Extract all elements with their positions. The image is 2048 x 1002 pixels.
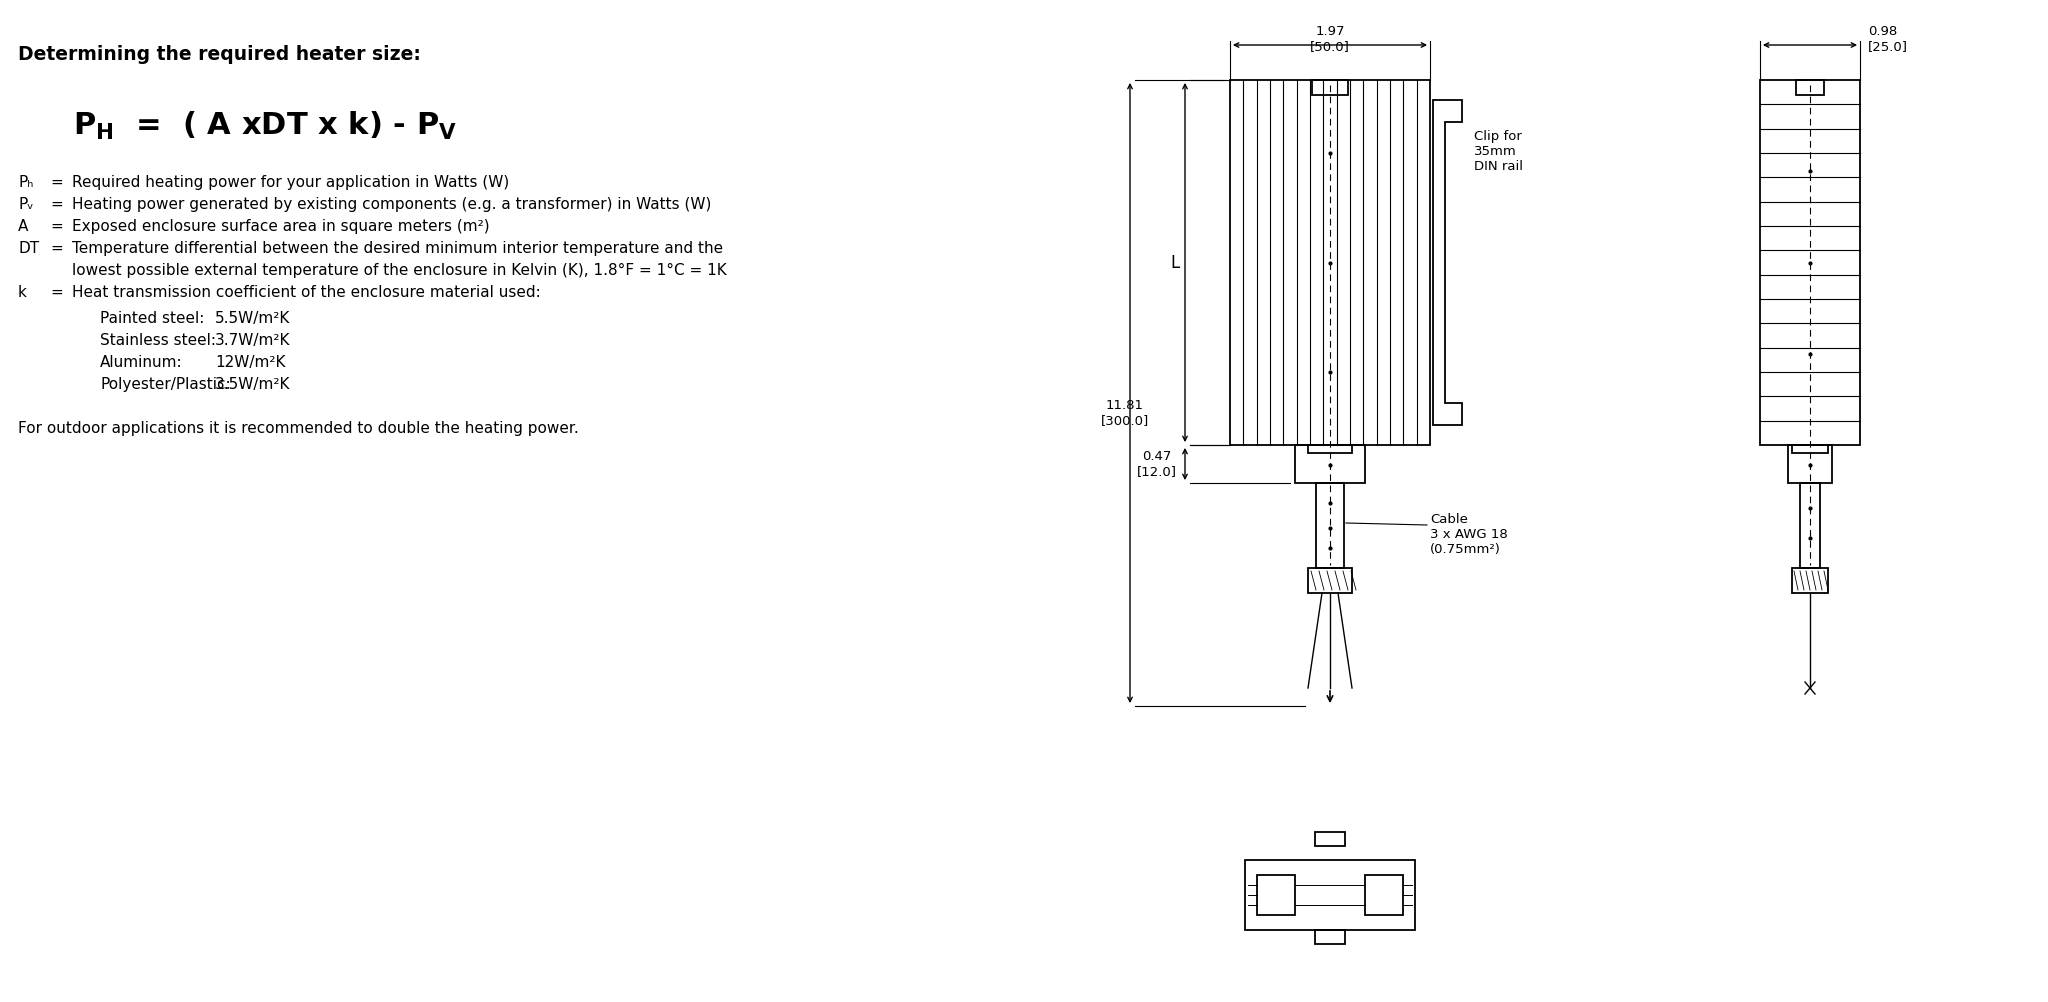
Text: =: = bbox=[49, 197, 63, 212]
Text: 0.98
[25.0]: 0.98 [25.0] bbox=[1868, 25, 1909, 53]
Text: 3.7W/m²K: 3.7W/m²K bbox=[215, 333, 291, 348]
Bar bbox=[1231, 80, 1430, 445]
Text: =: = bbox=[49, 219, 63, 234]
Bar bbox=[1788, 445, 1833, 483]
Text: =: = bbox=[49, 285, 63, 300]
Text: k: k bbox=[18, 285, 27, 300]
Text: Pₕ: Pₕ bbox=[18, 175, 33, 190]
Text: 0.47
[12.0]: 0.47 [12.0] bbox=[1137, 450, 1178, 478]
Text: Clip for
35mm
DIN rail: Clip for 35mm DIN rail bbox=[1475, 130, 1524, 173]
Text: 5.5W/m²K: 5.5W/m²K bbox=[215, 311, 291, 326]
Text: DT: DT bbox=[18, 241, 39, 256]
Bar bbox=[1800, 483, 1821, 568]
Bar bbox=[1315, 930, 1346, 944]
Text: Stainless steel:: Stainless steel: bbox=[100, 333, 215, 348]
Text: =: = bbox=[49, 175, 63, 190]
Text: Aluminum:: Aluminum: bbox=[100, 355, 182, 370]
Bar bbox=[1294, 445, 1366, 483]
Text: Temperature differential between the desired minimum interior temperature and th: Temperature differential between the des… bbox=[72, 241, 723, 256]
Text: Heat transmission coefficient of the enclosure material used:: Heat transmission coefficient of the enc… bbox=[72, 285, 541, 300]
Text: Pᵥ: Pᵥ bbox=[18, 197, 33, 212]
Text: 12W/m²K: 12W/m²K bbox=[215, 355, 285, 370]
Text: =: = bbox=[49, 241, 63, 256]
Bar bbox=[1759, 80, 1860, 445]
Bar bbox=[1792, 445, 1829, 453]
Text: Polyester/Plastic:: Polyester/Plastic: bbox=[100, 377, 231, 392]
Bar bbox=[1309, 445, 1352, 453]
Text: 3.5W/m²K: 3.5W/m²K bbox=[215, 377, 291, 392]
Bar bbox=[1796, 80, 1825, 95]
Text: 1.97
[50.0]: 1.97 [50.0] bbox=[1311, 25, 1350, 53]
Text: Required heating power for your application in Watts (W): Required heating power for your applicat… bbox=[72, 175, 510, 190]
Bar bbox=[1315, 832, 1346, 846]
Bar bbox=[1257, 875, 1294, 915]
Text: L: L bbox=[1169, 254, 1180, 272]
Bar bbox=[1792, 568, 1829, 593]
Text: A: A bbox=[18, 219, 29, 234]
Text: Heating power generated by existing components (e.g. a transformer) in Watts (W): Heating power generated by existing comp… bbox=[72, 197, 711, 212]
Text: Cable
3 x AWG 18
(0.75mm²): Cable 3 x AWG 18 (0.75mm²) bbox=[1430, 513, 1507, 556]
Bar bbox=[1309, 568, 1352, 593]
Bar bbox=[1317, 483, 1343, 568]
Text: $\mathbf{P_H}$  =  ( A xDT x k) - $\mathbf{P_V}$: $\mathbf{P_H}$ = ( A xDT x k) - $\mathbf… bbox=[74, 110, 457, 142]
Bar bbox=[1245, 860, 1415, 930]
Text: Painted steel:: Painted steel: bbox=[100, 311, 205, 326]
Text: 11.81
[300.0]: 11.81 [300.0] bbox=[1102, 399, 1149, 427]
Text: lowest possible external temperature of the enclosure in Kelvin (K), 1.8°F = 1°C: lowest possible external temperature of … bbox=[72, 263, 727, 278]
Text: Exposed enclosure surface area in square meters (m²): Exposed enclosure surface area in square… bbox=[72, 219, 489, 234]
Text: Determining the required heater size:: Determining the required heater size: bbox=[18, 45, 422, 64]
Text: For outdoor applications it is recommended to double the heating power.: For outdoor applications it is recommend… bbox=[18, 421, 580, 436]
Bar bbox=[1366, 875, 1403, 915]
Bar bbox=[1313, 80, 1348, 95]
